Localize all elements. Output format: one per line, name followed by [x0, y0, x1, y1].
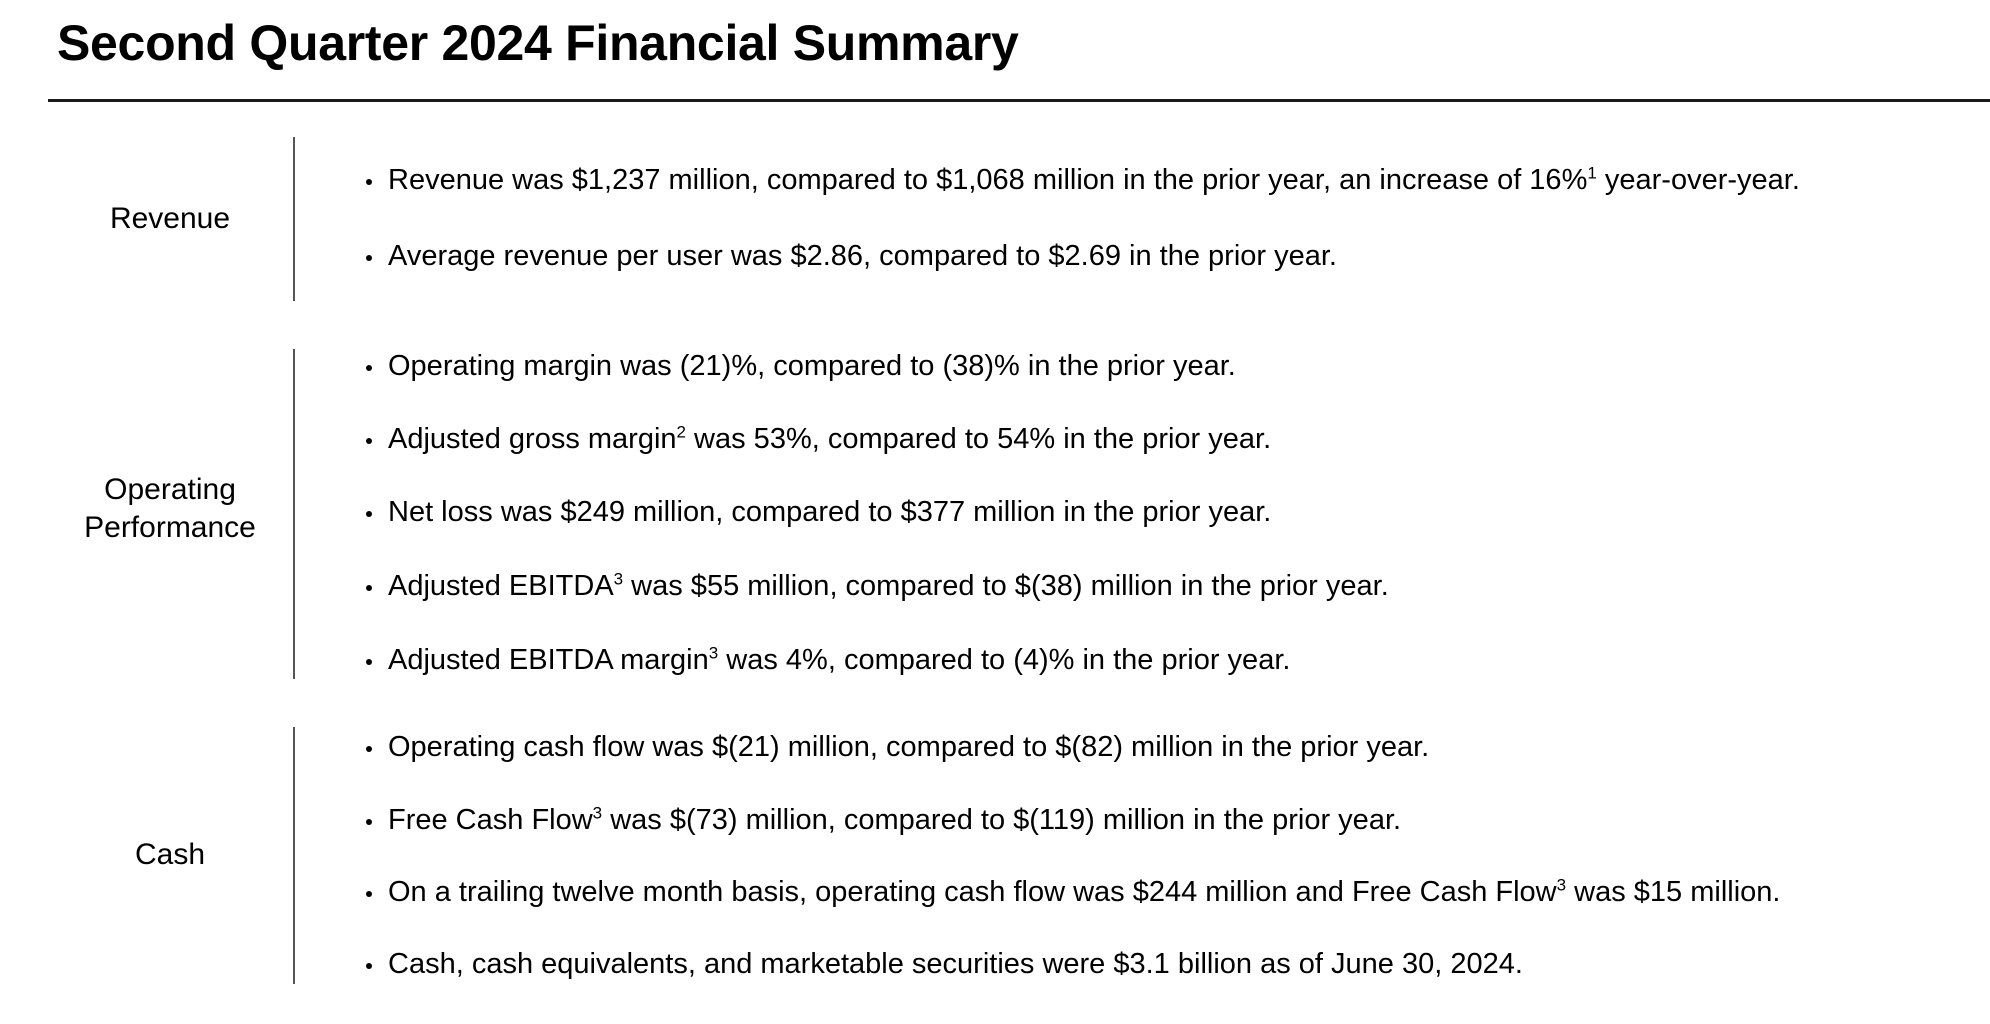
section-divider-operating-performance	[293, 349, 295, 679]
bullet-text: On a trailing twelve month basis, operat…	[388, 875, 1781, 908]
bullet-text: Adjusted gross margin2 was 53%, compared…	[388, 422, 1272, 455]
section-cash: Cash Operating cash flow was $(21) milli…	[0, 727, 1990, 984]
bullet-item: On a trailing twelve month basis, operat…	[366, 874, 1780, 910]
bullet-item: Adjusted EBITDA3 was $55 million, compar…	[366, 568, 1389, 604]
bullet-item: Average revenue per user was $2.86, comp…	[366, 238, 1337, 274]
bullet-dot-icon	[366, 659, 372, 665]
bullet-dot-icon	[366, 963, 372, 969]
bullet-text: Operating margin was (21)%, compared to …	[388, 350, 1236, 382]
bullet-item: Cash, cash equivalents, and marketable s…	[366, 946, 1523, 982]
bullet-list-cash: Operating cash flow was $(21) million, c…	[0, 727, 1990, 984]
bullet-text: Cash, cash equivalents, and marketable s…	[388, 948, 1523, 980]
title-divider	[48, 99, 1990, 102]
section-operating-performance: Operating Performance Operating margin w…	[0, 349, 1990, 679]
bullet-list-revenue: Revenue was $1,237 million, compared to …	[0, 137, 1990, 301]
section-divider-revenue	[293, 137, 295, 301]
bullet-dot-icon	[366, 438, 372, 444]
bullet-text: Revenue was $1,237 million, compared to …	[388, 163, 1800, 196]
footnote-ref: 3	[1556, 875, 1567, 895]
footnote-ref: 2	[676, 422, 686, 442]
section-label-operating-performance: Operating Performance	[84, 473, 256, 544]
footnote-ref: 3	[592, 803, 603, 823]
footnote-ref: 1	[1587, 163, 1597, 183]
section-revenue: Revenue Revenue was $1,237 million, comp…	[0, 137, 1990, 301]
bullet-text: Free Cash Flow3 was $(73) million, compa…	[388, 803, 1402, 836]
bullet-dot-icon	[366, 819, 372, 825]
bullet-item: Revenue was $1,237 million, compared to …	[366, 162, 1800, 198]
bullet-dot-icon	[366, 511, 372, 517]
bullet-text: Average revenue per user was $2.86, comp…	[388, 240, 1337, 272]
footnote-ref: 3	[708, 643, 719, 663]
footnote-ref: 3	[613, 569, 624, 589]
section-label-cash: Cash	[134, 838, 206, 871]
bullet-text: Operating cash flow was $(21) million, c…	[388, 731, 1430, 763]
page-title: Second Quarter 2024 Financial Summary	[57, 15, 1019, 71]
bullet-dot-icon	[366, 891, 372, 897]
bullet-item: Operating cash flow was $(21) million, c…	[366, 729, 1429, 765]
bullet-dot-icon	[366, 585, 372, 591]
bullet-item: Net loss was $249 million, compared to $…	[366, 494, 1271, 530]
bullet-text: Net loss was $249 million, compared to $…	[388, 496, 1272, 528]
section-label-revenue: Revenue	[109, 202, 231, 235]
bullet-dot-icon	[366, 179, 372, 185]
bullet-dot-icon	[366, 255, 372, 261]
bullet-list-operating-performance: Operating margin was (21)%, compared to …	[0, 349, 1990, 679]
bullet-item: Operating margin was (21)%, compared to …	[366, 348, 1236, 384]
section-divider-cash	[293, 727, 295, 984]
bullet-dot-icon	[366, 746, 372, 752]
bullet-dot-icon	[366, 365, 372, 371]
bullet-item: Adjusted EBITDA margin3 was 4%, compared…	[366, 642, 1290, 678]
bullet-item: Adjusted gross margin2 was 53%, compared…	[366, 421, 1271, 457]
bullet-text: Adjusted EBITDA3 was $55 million, compar…	[388, 569, 1389, 602]
bullet-text: Adjusted EBITDA margin3 was 4%, compared…	[388, 643, 1291, 676]
bullet-item: Free Cash Flow3 was $(73) million, compa…	[366, 802, 1401, 838]
